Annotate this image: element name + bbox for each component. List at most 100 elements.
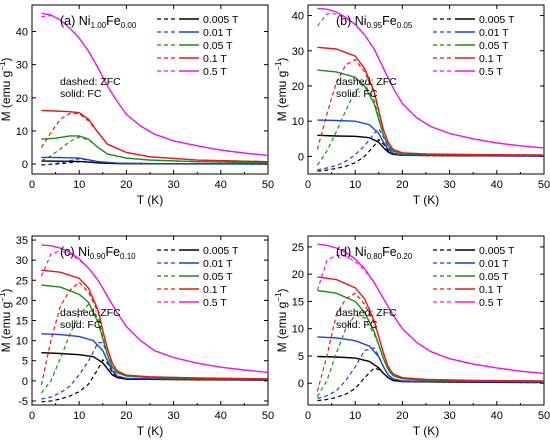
y-axis-label-close: ) [275,289,289,293]
y-tick-label: 15 [292,296,304,308]
panel-b: 0 10 20 30 40 50 0 10 20 30 40 T (K) M (emu g−1) (b) … [274,4,550,207]
y-axis-label: M (emu g−1) [274,289,289,353]
fc-curve-001T [41,333,269,381]
y-axis-label: M (emu g−1) [0,289,13,353]
panel-label: (a) Ni1.00Fe0.00 [60,14,137,30]
y-tick-label: 25 [292,242,304,254]
fc-curve-005T [41,135,269,164]
panel-label: (b) Ni0.95Fe0.05 [336,14,413,30]
zfc-curve-01T [316,58,545,156]
y-axis-label-exponent: −1 [0,292,7,302]
panel-letter: (c) [60,245,78,259]
composition-dopant-subscript: 0.00 [121,21,137,30]
y-axis-label-main: M (emu g [0,302,13,353]
composition-dopant-subscript: 0.20 [397,252,413,261]
legend-note-dashed: dashed: ZFC [60,76,121,88]
fc-curve-05T [317,7,545,149]
y-tick-label: 5 [22,356,28,368]
panel-letter: (b) [336,14,355,28]
x-tick-label: 0 [29,410,35,422]
legend-entry-label: 0.01 T [479,27,509,39]
legend-entry-label: 0.05 T [203,40,233,52]
legend-entry-label: 0.005 T [203,14,239,26]
legend-entry-label: 0.05 T [479,271,509,283]
composition-dopant: Fe [382,14,397,28]
fc-curve-001T [317,119,545,157]
fc-curve-005T [41,284,269,380]
x-tick-label: 50 [538,179,550,191]
y-tick-label: 30 [16,60,28,72]
x-tick-label: 30 [167,410,179,422]
x-tick-label: 40 [215,410,227,422]
legend-note-solid: solid: FC [336,88,378,100]
legend-entry-label: 0.5 T [203,66,227,78]
fc-curve-01T [41,109,269,163]
x-tick-label: 50 [262,410,274,422]
y-tick-label: 0 [298,378,304,390]
y-tick-label: 40 [16,27,28,39]
y-axis-label-main: M (emu g [0,71,13,122]
legend-entry-label: 0.1 T [479,284,503,296]
y-tick-label: 40 [292,11,304,23]
legend-note-solid: solid: FC [336,319,378,331]
x-tick-label: 30 [443,179,455,191]
x-tick-label: 20 [120,410,132,422]
y-axis-label-close: ) [275,58,289,62]
composition-base-subscript: 0.95 [367,21,383,30]
y-axis-label-exponent: −1 [0,61,7,71]
fc-curve-05T [41,12,269,157]
legend-entry-label: 0.1 T [203,284,227,296]
legend-entry-label: 0.005 T [203,245,239,257]
composition-dopant-subscript: 0.10 [120,252,136,261]
x-tick-label: 30 [167,179,179,191]
y-axis-label-exponent: −1 [274,292,283,302]
panel-d: 0 10 20 30 40 50 0 5 10 15 20 25 T (K) M (emu g−1) (d)… [274,235,550,438]
y-axis-label: M (emu g−1) [0,58,13,122]
x-axis-label: T (K) [413,193,439,207]
y-tick-label: 30 [16,255,28,267]
x-tick-label: 50 [538,410,550,422]
y-tick-label: 20 [292,269,304,281]
x-tick-label: 50 [262,179,274,191]
legend-entry-label: 0.005 T [479,245,515,257]
x-axis-label: T (K) [413,424,439,438]
panel-label: (d) Ni0.80Fe0.20 [336,245,413,261]
legend-note-solid: solid: FC [60,88,102,100]
fc-curve-0005T [317,134,545,157]
legend-entry-label: 0.1 T [479,53,503,65]
fc-curve-001T [317,336,545,383]
fc-curve-05T [41,244,269,374]
zfc-curve-01T [40,112,269,163]
composition-base: Ni [355,14,367,28]
legend-entry-label: 0.01 T [479,258,509,270]
fc-curve-01T [317,276,545,382]
y-tick-label: 10 [16,336,28,348]
composition-base: Ni [78,245,90,259]
y-axis-label-exponent: −1 [274,61,283,71]
legend-note-dashed: dashed: ZFC [336,307,397,319]
x-axis-label: T (K) [137,193,163,207]
y-tick-label: 5 [298,351,304,363]
panel-label: (c) Ni0.90Fe0.10 [60,245,136,261]
zfc-curve-001T [41,158,269,166]
y-axis-label: M (emu g−1) [274,58,289,122]
legend-entry-label: 0.05 T [203,271,233,283]
x-axis-label: T (K) [137,424,163,438]
fc-curve-005T [317,289,545,383]
panel-letter: (a) [60,14,79,28]
x-tick-label: 0 [29,179,35,191]
zfc-curve-0005T [41,161,269,166]
x-tick-label: 40 [491,179,503,191]
fc-curve-01T [317,46,545,156]
legend-entry-label: 0.5 T [479,297,503,309]
composition-dopant: Fe [106,14,121,28]
x-tick-label: 10 [73,410,85,422]
composition-base-subscript: 0.80 [367,252,383,261]
zfc-curve-0005T [41,359,269,403]
y-axis-label-main: M (emu g [275,302,289,353]
y-tick-label: 0 [298,151,304,163]
x-tick-label: 0 [305,179,311,191]
legend-note-dashed: dashed: ZFC [60,307,121,319]
composition-base: Ni [355,245,367,259]
